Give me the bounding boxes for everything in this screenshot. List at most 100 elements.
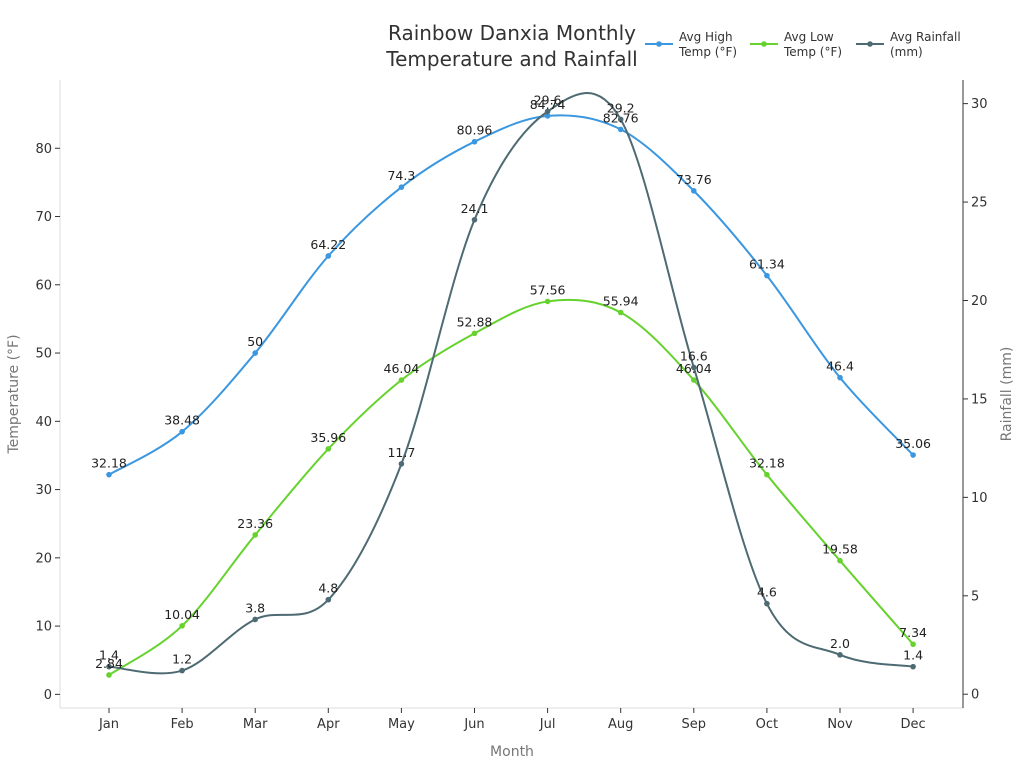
data-point-avg-high <box>544 113 551 119</box>
data-point-avg-high <box>106 471 112 478</box>
data-label-avg-low: 2.84 <box>95 656 123 671</box>
data-point-avg-rainfall <box>398 461 405 467</box>
data-label-avg-low: 10.04 <box>164 607 200 622</box>
data-point-avg-rainfall <box>471 216 478 223</box>
data-point-avg-low <box>837 557 843 564</box>
data-label-avg-low: 57.56 <box>530 282 566 297</box>
data-label-avg-rainfall: 4.8 <box>318 581 338 596</box>
data-point-avg-high <box>471 138 478 145</box>
series-line-avg-low <box>108 298 914 676</box>
data-point-avg-low <box>764 471 770 478</box>
x-tick-label: Nov <box>827 717 853 732</box>
y-right-tick-label: 25 <box>971 196 988 211</box>
legend-label-avg-high: Avg High <box>679 30 733 44</box>
data-label-avg-rainfall: 11.7 <box>387 445 415 460</box>
x-tick-label: Mar <box>243 717 268 732</box>
chart-title: Rainbow Danxia Monthly Temperature and R… <box>385 21 637 71</box>
axes: 0 10 20 30 40 50 60 70 80 0 5 10 15 20 25 30 Jan Feb Mar Ap… <box>35 80 988 732</box>
series-layer <box>106 92 916 678</box>
x-tick-label: May <box>388 717 415 732</box>
data-point-avg-high <box>252 350 258 356</box>
series-avg-low <box>106 298 916 678</box>
y-left-tick-label: 70 <box>35 210 52 225</box>
data-point-avg-high <box>910 452 916 458</box>
data-label-avg-high: 50 <box>247 334 263 349</box>
legend-label-avg-low: Avg Low <box>784 30 834 44</box>
data-label-avg-high: 35.06 <box>895 436 931 451</box>
data-label-avg-low: 46.04 <box>676 361 712 376</box>
data-label-avg-rainfall: 24.1 <box>461 201 489 216</box>
data-point-avg-low <box>252 532 258 538</box>
data-label-avg-low: 7.34 <box>899 625 927 640</box>
data-point-avg-low <box>910 641 916 648</box>
data-point-avg-low <box>179 623 185 629</box>
data-label-avg-high: 46.4 <box>826 359 854 374</box>
x-tick-label: Jun <box>463 717 484 732</box>
data-point-avg-low <box>325 446 332 452</box>
data-point-avg-rainfall <box>325 596 332 603</box>
data-point-avg-rainfall <box>691 364 697 371</box>
legend-item-avg-rainfall: Avg Rainfall(mm) <box>856 30 961 59</box>
data-label-avg-rainfall: 4.6 <box>757 585 777 600</box>
legend-marker-avg-rainfall <box>867 41 873 47</box>
data-point-avg-low <box>398 377 405 383</box>
data-point-avg-rainfall <box>910 663 916 670</box>
y-right-tick-label: 20 <box>971 294 988 309</box>
data-point-avg-high <box>764 272 770 279</box>
data-point-avg-low <box>106 672 112 678</box>
y-left-tick-label: 60 <box>35 278 52 293</box>
legend-marker-avg-high <box>656 41 662 47</box>
data-point-avg-low <box>471 330 478 337</box>
y-left-tick-label: 10 <box>35 620 52 635</box>
series-avg-rainfall <box>106 92 916 675</box>
data-point-avg-high <box>398 184 405 190</box>
y-left-tick-label: 0 <box>44 688 52 703</box>
y-left-tick-label: 20 <box>35 551 52 566</box>
y-left-tick-label: 80 <box>35 142 52 157</box>
data-label-avg-high: 82.76 <box>603 110 639 125</box>
data-label-avg-rainfall: 1.4 <box>903 648 923 663</box>
y-axis-right-label: Rainfall (mm) <box>999 347 1015 442</box>
data-label-avg-low: 52.88 <box>457 314 493 329</box>
data-label-avg-low: 23.36 <box>237 516 273 531</box>
x-tick-label: Feb <box>171 717 194 732</box>
data-label-avg-rainfall: 3.8 <box>245 600 265 615</box>
data-point-avg-low <box>544 298 551 305</box>
data-label-avg-high: 80.96 <box>457 123 493 138</box>
data-label-avg-rainfall: 29.6 <box>534 92 562 107</box>
legend-label-avg-low: Temp (°F) <box>783 45 842 59</box>
data-label-avg-high: 61.34 <box>749 257 785 272</box>
data-point-avg-rainfall <box>764 600 770 607</box>
y-right-tick-label: 0 <box>971 688 979 703</box>
data-point-avg-rainfall <box>106 663 112 670</box>
y-axis-left-label: Temperature (°F) <box>6 334 22 454</box>
x-tick-label: Jul <box>539 717 556 732</box>
x-tick-label: Aug <box>608 717 633 732</box>
legend-label-avg-high: Temp (°F) <box>678 45 737 59</box>
y-right-tick-label: 5 <box>971 589 979 604</box>
legend-label-avg-rainfall: (mm) <box>890 45 923 59</box>
chart-title-line-2: Temperature and Rainfall <box>385 47 637 71</box>
data-label-avg-low: 46.04 <box>384 361 420 376</box>
data-label-avg-rainfall: 29.2 <box>607 100 635 115</box>
series-line-avg-rainfall <box>108 92 914 675</box>
data-point-avg-high <box>325 253 332 259</box>
data-point-avg-rainfall <box>252 616 258 623</box>
data-point-avg-low <box>691 377 697 383</box>
series-avg-high <box>106 113 916 478</box>
data-label-avg-high: 84.74 <box>530 97 566 112</box>
data-label-avg-high: 32.18 <box>91 456 127 471</box>
x-tick-label: Jan <box>98 717 119 732</box>
data-label-avg-low: 19.58 <box>822 542 858 557</box>
chart-title-line-1: Rainbow Danxia Monthly <box>388 21 636 45</box>
x-tick-label: Sep <box>682 717 707 732</box>
data-label-avg-rainfall: 1.4 <box>99 648 119 663</box>
y-left-tick-label: 40 <box>35 415 52 430</box>
x-tick-label: Dec <box>901 717 926 732</box>
legend-label-avg-rainfall: Avg Rainfall <box>890 30 961 44</box>
data-point-avg-high <box>617 126 624 133</box>
